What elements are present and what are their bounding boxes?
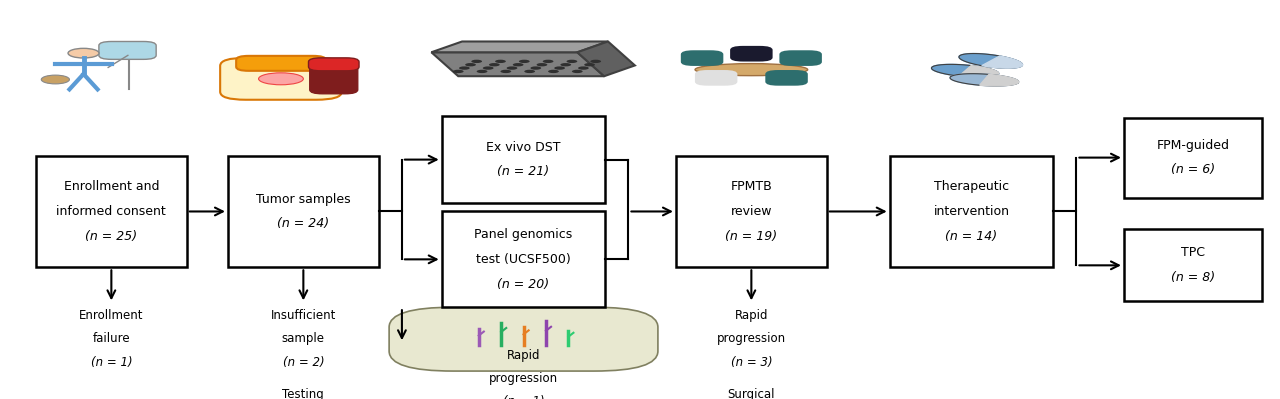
Text: review: review	[731, 205, 772, 218]
FancyBboxPatch shape	[1124, 118, 1262, 198]
FancyBboxPatch shape	[681, 50, 723, 66]
Circle shape	[530, 66, 541, 70]
Circle shape	[561, 63, 571, 66]
Circle shape	[495, 60, 506, 63]
Text: Rapid: Rapid	[735, 309, 768, 322]
Polygon shape	[577, 41, 635, 76]
Text: Insufficient: Insufficient	[270, 309, 337, 322]
Text: (n = 8): (n = 8)	[1171, 271, 1215, 284]
Text: sample: sample	[282, 332, 325, 346]
Circle shape	[579, 66, 589, 70]
Text: (n = 20): (n = 20)	[498, 278, 549, 290]
FancyBboxPatch shape	[765, 70, 808, 86]
Text: test (UCSF500): test (UCSF500)	[476, 253, 571, 266]
FancyBboxPatch shape	[99, 41, 156, 59]
Circle shape	[692, 51, 712, 57]
Ellipse shape	[695, 63, 808, 76]
Text: Tumor samples: Tumor samples	[256, 193, 351, 205]
FancyBboxPatch shape	[442, 211, 605, 307]
Text: Panel genomics: Panel genomics	[475, 228, 572, 241]
Circle shape	[500, 70, 511, 73]
Circle shape	[791, 51, 810, 57]
FancyBboxPatch shape	[389, 307, 658, 371]
Text: (n = 25): (n = 25)	[86, 230, 137, 243]
Text: (n = 3): (n = 3)	[731, 356, 772, 369]
Text: Enrollment: Enrollment	[79, 309, 143, 322]
Text: (n = 19): (n = 19)	[726, 230, 777, 243]
Circle shape	[476, 70, 488, 73]
Text: (n = 24): (n = 24)	[278, 217, 329, 230]
Circle shape	[584, 63, 595, 66]
Circle shape	[41, 75, 69, 84]
Text: (n = 21): (n = 21)	[498, 166, 549, 178]
Text: intervention: intervention	[933, 205, 1010, 218]
Circle shape	[465, 63, 476, 66]
Circle shape	[572, 70, 582, 73]
Circle shape	[489, 63, 499, 66]
Text: progression: progression	[489, 372, 558, 385]
FancyBboxPatch shape	[228, 156, 379, 267]
Circle shape	[548, 70, 559, 73]
Text: Rapid: Rapid	[507, 349, 540, 362]
Circle shape	[525, 70, 535, 73]
Polygon shape	[932, 64, 998, 77]
Circle shape	[590, 60, 602, 63]
FancyBboxPatch shape	[442, 116, 605, 203]
Circle shape	[507, 66, 517, 70]
Circle shape	[777, 71, 796, 77]
FancyBboxPatch shape	[236, 56, 325, 71]
Text: Ex vivo DST: Ex vivo DST	[486, 141, 561, 154]
FancyBboxPatch shape	[695, 70, 737, 86]
FancyBboxPatch shape	[676, 156, 827, 267]
Polygon shape	[982, 56, 1023, 68]
Circle shape	[513, 63, 524, 66]
Text: TPC: TPC	[1181, 247, 1204, 259]
Circle shape	[543, 60, 553, 63]
FancyBboxPatch shape	[310, 62, 358, 94]
Text: Surgical: Surgical	[727, 388, 776, 399]
Text: FPMTB: FPMTB	[731, 180, 772, 193]
Text: Therapeutic: Therapeutic	[934, 180, 1009, 193]
Text: (n = 1): (n = 1)	[503, 395, 544, 399]
FancyBboxPatch shape	[308, 58, 358, 71]
Circle shape	[453, 70, 463, 73]
FancyBboxPatch shape	[780, 50, 822, 66]
Circle shape	[68, 48, 99, 58]
Polygon shape	[979, 74, 1019, 86]
Circle shape	[536, 63, 548, 66]
Circle shape	[707, 71, 726, 77]
Text: (n = 14): (n = 14)	[946, 230, 997, 243]
Ellipse shape	[259, 73, 303, 85]
Polygon shape	[950, 74, 1019, 86]
FancyBboxPatch shape	[220, 58, 342, 100]
Text: (n = 6): (n = 6)	[1171, 164, 1215, 176]
Circle shape	[518, 60, 530, 63]
Text: (n = 2): (n = 2)	[283, 356, 324, 369]
Text: informed consent: informed consent	[56, 205, 166, 218]
Polygon shape	[431, 41, 608, 52]
Circle shape	[554, 66, 564, 70]
Circle shape	[567, 60, 577, 63]
FancyBboxPatch shape	[730, 46, 773, 61]
Polygon shape	[431, 52, 604, 76]
FancyBboxPatch shape	[890, 156, 1053, 267]
Text: Enrollment and: Enrollment and	[64, 180, 159, 193]
FancyBboxPatch shape	[36, 156, 187, 267]
Circle shape	[741, 47, 762, 53]
Text: failure: failure	[92, 332, 131, 346]
FancyBboxPatch shape	[1124, 229, 1262, 301]
Text: FPM-guided: FPM-guided	[1156, 139, 1230, 152]
Circle shape	[460, 66, 470, 70]
Circle shape	[471, 60, 483, 63]
Circle shape	[483, 66, 494, 70]
Text: Testing: Testing	[283, 388, 324, 399]
Polygon shape	[959, 65, 998, 77]
Text: (n = 1): (n = 1)	[91, 356, 132, 369]
Polygon shape	[959, 53, 1023, 68]
Text: progression: progression	[717, 332, 786, 346]
